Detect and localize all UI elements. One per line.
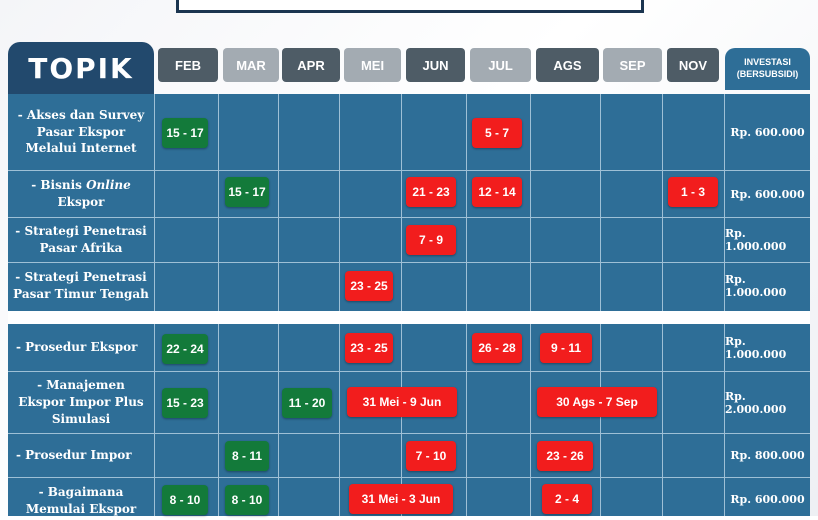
- topic-line: - Bagaimana: [38, 485, 124, 500]
- investasi-subtitle: (BERSUBSIDI): [736, 69, 799, 79]
- topic-prefix: - Bisnis: [31, 178, 82, 193]
- topic-memulai-ekspor: - Bagaimana Memulai Ekspor: [8, 482, 154, 520]
- grid-divider: [8, 217, 810, 218]
- topic-akses-survey: - Akses dan Survey Pasar Ekspor Melalui …: [8, 94, 154, 170]
- grid-divider: [401, 94, 402, 311]
- grid-divider: [8, 371, 810, 372]
- month-header-jul: JUL: [470, 48, 531, 82]
- date-badge: 22 - 24: [162, 334, 208, 364]
- month-header-feb: FEB: [158, 48, 218, 82]
- price-label: Rp. 800.000: [730, 449, 805, 462]
- topic-line: Ekspor: [57, 195, 105, 209]
- price-label: Rp. 1.000.000: [725, 227, 787, 253]
- date-badge: 7 - 9: [406, 225, 456, 255]
- grid-divider: [154, 94, 155, 311]
- grid-divider: [724, 94, 725, 311]
- grid-divider: [339, 324, 340, 516]
- date-badge: 15 - 17: [162, 118, 208, 148]
- date-badge: 31 Mei - 9 Jun: [347, 387, 457, 417]
- topic-line: - Prosedur Impor: [16, 448, 132, 463]
- topic-prosedur-ekspor: - Prosedur Ekspor: [8, 324, 162, 371]
- topic-bisnis-online: - Bisnis Online Ekspor: [8, 171, 154, 217]
- topic-line: Ekspor Impor Plus: [18, 395, 144, 410]
- date-badge: 15 - 17: [225, 177, 269, 207]
- topic-line: Pasar Timur Tengah: [13, 287, 149, 301]
- investasi-header: INVESTASI (BERSUBSIDI): [725, 48, 810, 90]
- date-badge: 7 - 10: [406, 441, 456, 471]
- month-header-sep: SEP: [603, 48, 662, 82]
- grid-divider: [466, 94, 467, 311]
- grid-divider: [466, 324, 467, 516]
- date-badge: 30 Ags - 7 Sep: [537, 387, 657, 417]
- grid-divider: [8, 170, 810, 171]
- topic-line: Melalui Internet: [25, 141, 137, 156]
- topic-strategi-afrika: - Strategi Penetrasi Pasar Afrika: [8, 218, 154, 262]
- grid-divider: [154, 324, 155, 516]
- section-gap: [8, 311, 810, 324]
- price-label: Rp. 600.000: [730, 492, 805, 506]
- grid-divider: [278, 324, 279, 516]
- topic-line: Simulasi: [51, 411, 111, 426]
- grid-divider: [530, 324, 531, 516]
- grid-divider: [662, 324, 663, 516]
- date-badge: 9 - 11: [540, 333, 592, 363]
- date-badge: 8 - 11: [225, 441, 269, 471]
- topic-manajemen-ekspor-impor: - Manajemen Ekspor Impor Plus Simulasi: [8, 372, 154, 433]
- topic-line: - Strategi Penetrasi: [15, 224, 147, 239]
- topic-prosedur-impor: - Prosedur Impor: [8, 434, 162, 477]
- date-badge: 31 Mei - 3 Jun: [349, 484, 453, 514]
- date-badge: 23 - 26: [537, 441, 593, 471]
- grid-divider: [401, 324, 402, 516]
- date-badge: 8 - 10: [162, 485, 208, 515]
- price-label: Rp. 1.000.000: [725, 273, 787, 299]
- price-label: Rp. 1.000.000: [725, 334, 787, 361]
- date-badge: 11 - 20: [282, 388, 332, 418]
- date-badge: 15 - 23: [162, 388, 208, 418]
- month-header-mei: MEI: [344, 48, 401, 82]
- topic-line: Pasar Ekspor: [36, 124, 126, 139]
- date-badge: 8 - 10: [225, 485, 269, 515]
- month-header-nov: NOV: [667, 48, 719, 82]
- month-header-ags: AGS: [536, 48, 599, 82]
- grid-divider: [600, 94, 601, 311]
- topic-line: Pasar Afrika: [39, 241, 123, 255]
- grid-divider: [530, 94, 531, 311]
- date-badge: 5 - 7: [472, 118, 522, 148]
- topic-emphasis: Online: [86, 178, 131, 193]
- price-label: Rp. 600.000: [730, 187, 805, 201]
- grid-divider: [339, 94, 340, 311]
- topic-line: Memulai Ekspor: [25, 502, 137, 516]
- date-badge: 2 - 4: [542, 484, 592, 514]
- date-badge: 23 - 25: [345, 271, 393, 301]
- price-label: Rp. 2.000.000: [725, 389, 787, 416]
- topic-line: - Akses dan Survey: [17, 107, 145, 122]
- date-badge: 23 - 25: [345, 333, 393, 363]
- topic-line: - Prosedur Ekspor: [16, 340, 138, 355]
- month-header-apr: APR: [282, 48, 340, 82]
- topic-line: - Bisnis Online: [31, 177, 131, 194]
- month-header-jun: JUN: [406, 48, 465, 82]
- grid-divider: [8, 477, 810, 478]
- month-header-mar: MAR: [223, 48, 279, 82]
- grid-divider: [724, 324, 725, 516]
- topic-strategi-timur-tengah: - Strategi Penetrasi Pasar Timur Tengah: [8, 263, 154, 309]
- date-badge: 26 - 28: [472, 333, 522, 363]
- grid-divider: [218, 94, 219, 311]
- topik-header: TOPIK: [8, 42, 154, 94]
- grid-divider: [8, 262, 810, 263]
- topic-line: - Manajemen: [37, 378, 125, 393]
- grid-divider: [662, 94, 663, 311]
- investasi-title: INVESTASI: [744, 57, 791, 68]
- topic-line: - Strategi Penetrasi: [15, 270, 147, 285]
- date-badge: 12 - 14: [472, 177, 522, 207]
- top-banner-frame: [176, 0, 644, 13]
- price-label: Rp. 600.000: [730, 125, 805, 139]
- grid-divider: [600, 324, 601, 516]
- date-badge: 1 - 3: [668, 177, 718, 207]
- date-badge: 21 - 23: [406, 177, 456, 207]
- grid-divider: [278, 94, 279, 311]
- grid-divider: [8, 433, 810, 434]
- grid-divider: [218, 324, 219, 516]
